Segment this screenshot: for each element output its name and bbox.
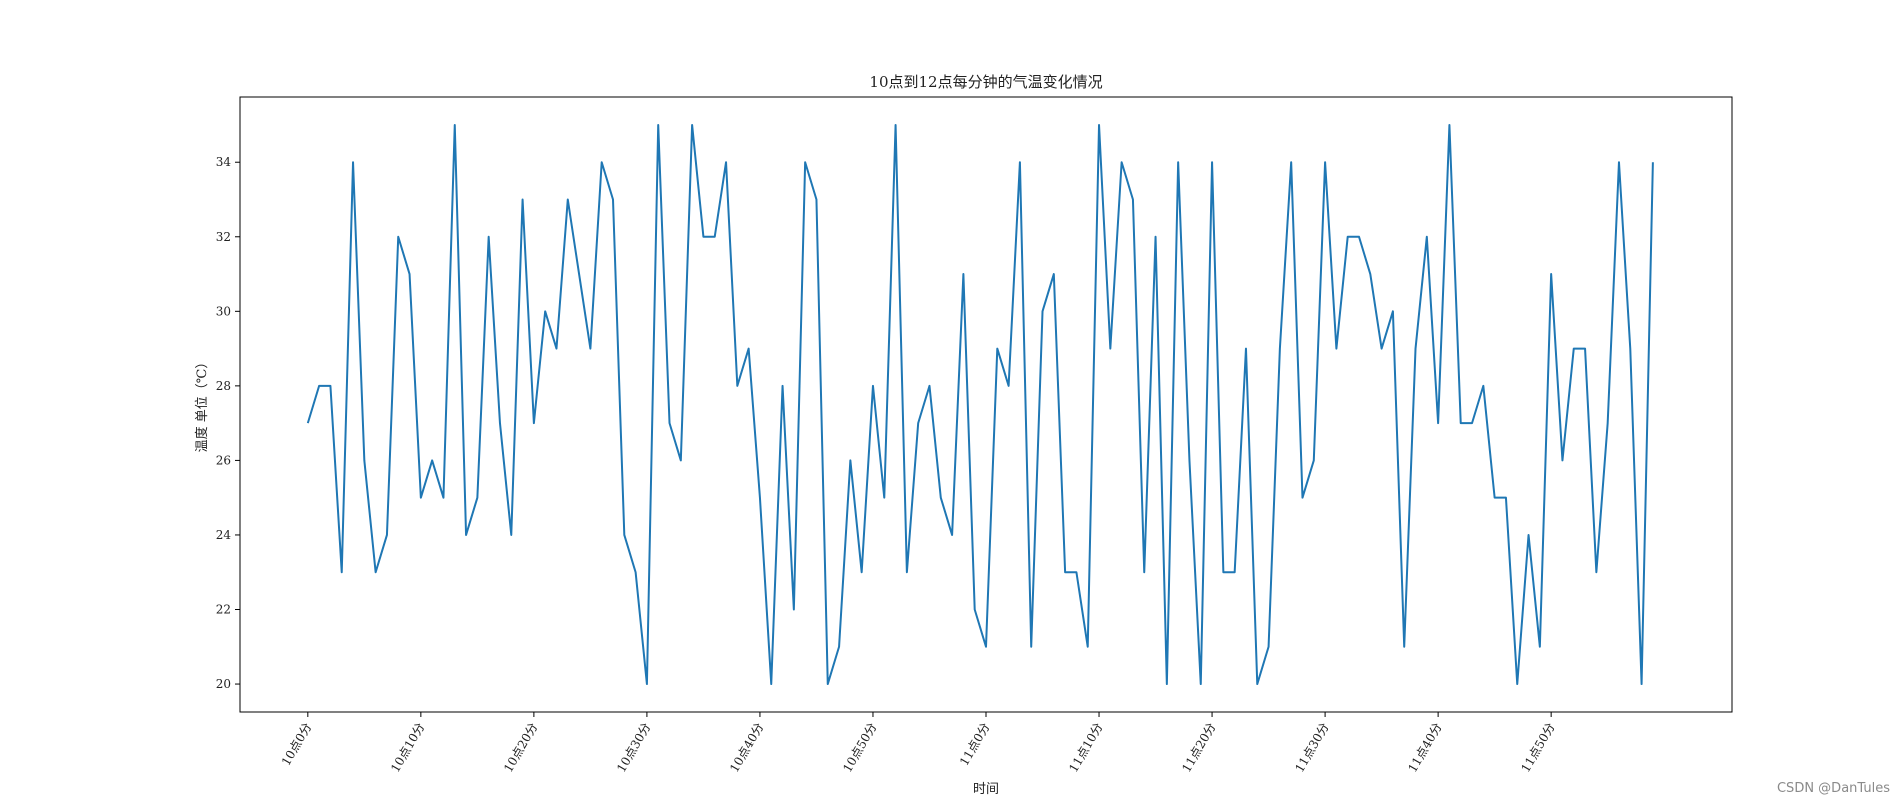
- x-tick-label: 11点50分: [1518, 721, 1557, 775]
- x-tick-label: 11点0分: [957, 721, 993, 769]
- plot-area: [306, 123, 1654, 686]
- x-tick-label: 10点20分: [501, 721, 540, 775]
- y-tick-label: 24: [216, 528, 232, 542]
- y-tick-label: 26: [216, 453, 231, 467]
- y-tick-label: 22: [216, 603, 231, 617]
- y-tick-label: 34: [216, 155, 232, 169]
- y-tick-label: 28: [216, 379, 231, 393]
- x-tick-label: 10点30分: [614, 721, 653, 775]
- y-tick-label: 32: [216, 230, 231, 244]
- x-tick-label: 10点50分: [840, 721, 879, 775]
- y-tick-label: 20: [216, 677, 231, 691]
- x-tick-label: 10点0分: [279, 721, 315, 769]
- x-tick-label: 11点30分: [1292, 721, 1331, 775]
- temperature-series-line: [306, 123, 1654, 686]
- x-axis-title: 时间: [973, 782, 999, 797]
- y-axis: 20 22 24 26 28 30 32 34: [216, 155, 240, 691]
- x-tick-label: 11点20分: [1179, 721, 1218, 775]
- x-tick-label: 10点10分: [388, 721, 427, 775]
- x-tick-label: 11点40分: [1405, 721, 1444, 775]
- x-axis: 10点0分 10点10分 10点20分 10点30分 10点40分 10点50分 11点0分…: [279, 712, 1558, 775]
- watermark: CSDN @DanTules: [1776, 781, 1890, 796]
- y-axis-title: 温度 单位（℃）: [194, 356, 210, 453]
- axes-frame: [239, 96, 1733, 713]
- chart-title: 10点到12点每分钟的气温变化情况: [869, 73, 1102, 91]
- x-tick-label: 11点10分: [1066, 721, 1105, 775]
- y-tick-label: 30: [216, 304, 231, 318]
- x-tick-label: 10点40分: [727, 721, 766, 775]
